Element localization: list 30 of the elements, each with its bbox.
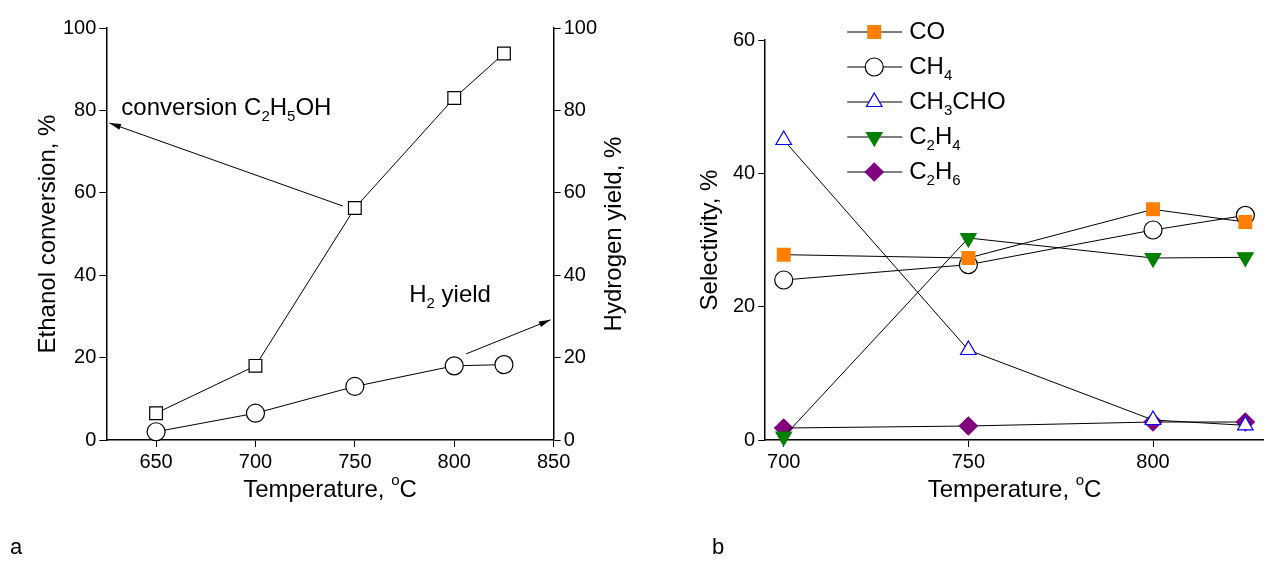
x-tick-label: 750 <box>951 449 986 472</box>
y-axis-title: Selectivity, % <box>694 169 722 311</box>
y-tick-label: 20 <box>733 294 756 317</box>
y-tick-label: 100 <box>62 15 97 38</box>
y-tick-label: 60 <box>74 180 97 203</box>
x-tick-label: 750 <box>338 449 372 472</box>
y2-tick-label: 60 <box>563 180 586 203</box>
y-tick-label: 40 <box>74 262 97 285</box>
y2-tick-label: 0 <box>563 427 575 450</box>
y-tick-label: 0 <box>744 427 756 450</box>
x-tick-label: 800 <box>1136 449 1170 472</box>
y2-axis-title: Hydrogen yield, % <box>598 136 626 332</box>
x-tick-label: 700 <box>767 449 801 472</box>
legend-label: CO <box>909 16 946 44</box>
y2-tick-label: 80 <box>563 97 586 120</box>
text: b <box>712 534 725 560</box>
x-tick-label: 850 <box>536 449 571 472</box>
y2-tick-label: 100 <box>563 15 598 38</box>
y2-tick-label: 20 <box>563 345 586 368</box>
x-tick-label: 650 <box>139 449 173 472</box>
y-axis-title: Ethanol conversion, % <box>32 114 60 354</box>
y2-tick-label: 40 <box>563 262 586 285</box>
y-tick-label: 0 <box>85 427 97 450</box>
x-tick-label: 800 <box>437 449 471 472</box>
y-tick-label: 20 <box>74 345 97 368</box>
y-tick-label: 60 <box>733 27 756 50</box>
x-tick-label: 700 <box>238 449 273 472</box>
y-tick-label: 40 <box>733 160 756 183</box>
text: a <box>10 534 23 560</box>
y-tick-label: 80 <box>74 97 97 120</box>
